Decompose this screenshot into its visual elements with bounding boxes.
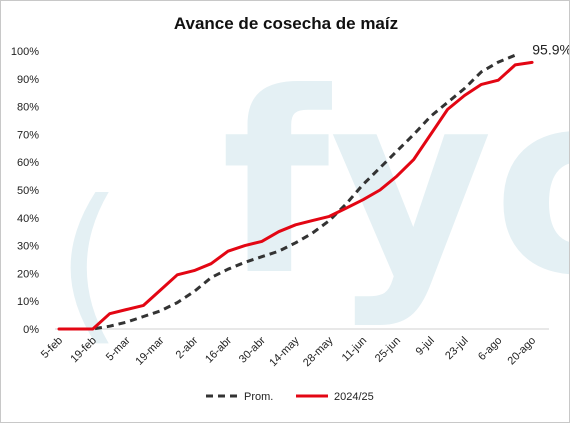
fyo-watermark: ( fyo [56, 39, 569, 362]
watermark-text: fyo [221, 39, 569, 330]
annotation-layer: 95.9% [532, 41, 569, 57]
x-tick-label: 28-may [301, 334, 336, 369]
y-tick-label: 20% [17, 268, 39, 280]
y-tick-label: 100% [11, 46, 39, 58]
chart-title: Avance de cosecha de maíz [174, 14, 398, 33]
legend-label: Prom. [244, 391, 273, 403]
y-tick-label: 90% [17, 74, 39, 86]
y-tick-label: 40% [17, 213, 39, 225]
x-tick-label: 9-jul [414, 335, 437, 358]
x-tick-label: 16-abr [203, 334, 234, 365]
legend: Prom. 2024/25 [206, 391, 374, 403]
x-tick-label: 20-ago [506, 335, 539, 368]
y-tick-label: 30% [17, 241, 39, 253]
y-tick-label: 70% [17, 129, 39, 141]
y-tick-label: 10% [17, 296, 39, 308]
x-tick-label: 25-jun [373, 335, 403, 365]
x-tick-label: 14-may [267, 334, 302, 369]
y-axis: 0% 10% 20% 30% 40% 50% 60% 70% 80% 90% 100% [11, 46, 39, 336]
annotation-label: 95.9% [532, 41, 569, 57]
series-line-current [57, 60, 534, 331]
x-tick-label: 30-abr [237, 334, 268, 365]
x-tick-label: 6-ago [476, 335, 504, 363]
x-tick-label: 23-jul [443, 335, 471, 363]
y-tick-label: 0% [23, 324, 39, 336]
y-tick-label: 80% [17, 102, 39, 114]
series-layer [57, 53, 534, 331]
series-line-prom [59, 53, 516, 331]
x-tick-label: 19-mar [133, 334, 166, 367]
watermark-paren: ( [56, 164, 122, 362]
x-tick-label: 11-jun [340, 335, 370, 365]
y-tick-label: 60% [17, 157, 39, 169]
y-tick-label: 50% [17, 185, 39, 197]
legend-label: 2024/25 [334, 391, 374, 403]
x-tick-label: 2-abr [174, 334, 201, 361]
